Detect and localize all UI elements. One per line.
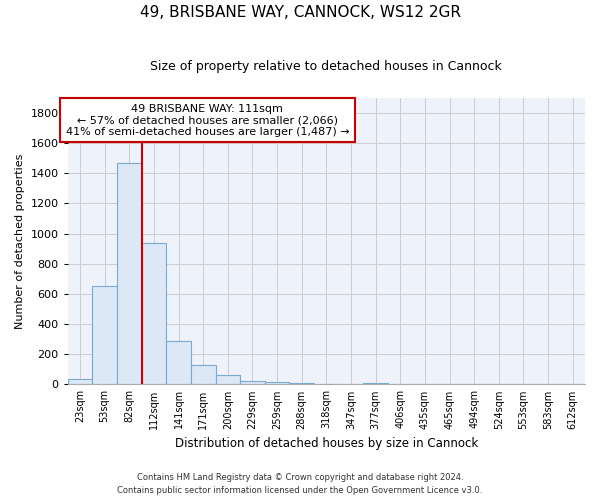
Bar [265,382,289,384]
Bar [117,162,142,384]
Y-axis label: Number of detached properties: Number of detached properties [15,154,25,329]
Bar [240,381,265,384]
Bar [68,379,92,384]
Text: 49 BRISBANE WAY: 111sqm
← 57% of detached houses are smaller (2,066)
41% of semi: 49 BRISBANE WAY: 111sqm ← 57% of detache… [65,104,349,136]
Bar [191,365,215,384]
Bar [166,340,191,384]
X-axis label: Distribution of detached houses by size in Cannock: Distribution of detached houses by size … [175,437,478,450]
Bar [289,383,314,384]
Text: 49, BRISBANE WAY, CANNOCK, WS12 2GR: 49, BRISBANE WAY, CANNOCK, WS12 2GR [139,5,461,20]
Bar [215,374,240,384]
Text: Contains HM Land Registry data © Crown copyright and database right 2024.
Contai: Contains HM Land Registry data © Crown c… [118,474,482,495]
Bar [364,383,388,384]
Bar [142,244,166,384]
Title: Size of property relative to detached houses in Cannock: Size of property relative to detached ho… [151,60,502,73]
Bar [92,286,117,384]
